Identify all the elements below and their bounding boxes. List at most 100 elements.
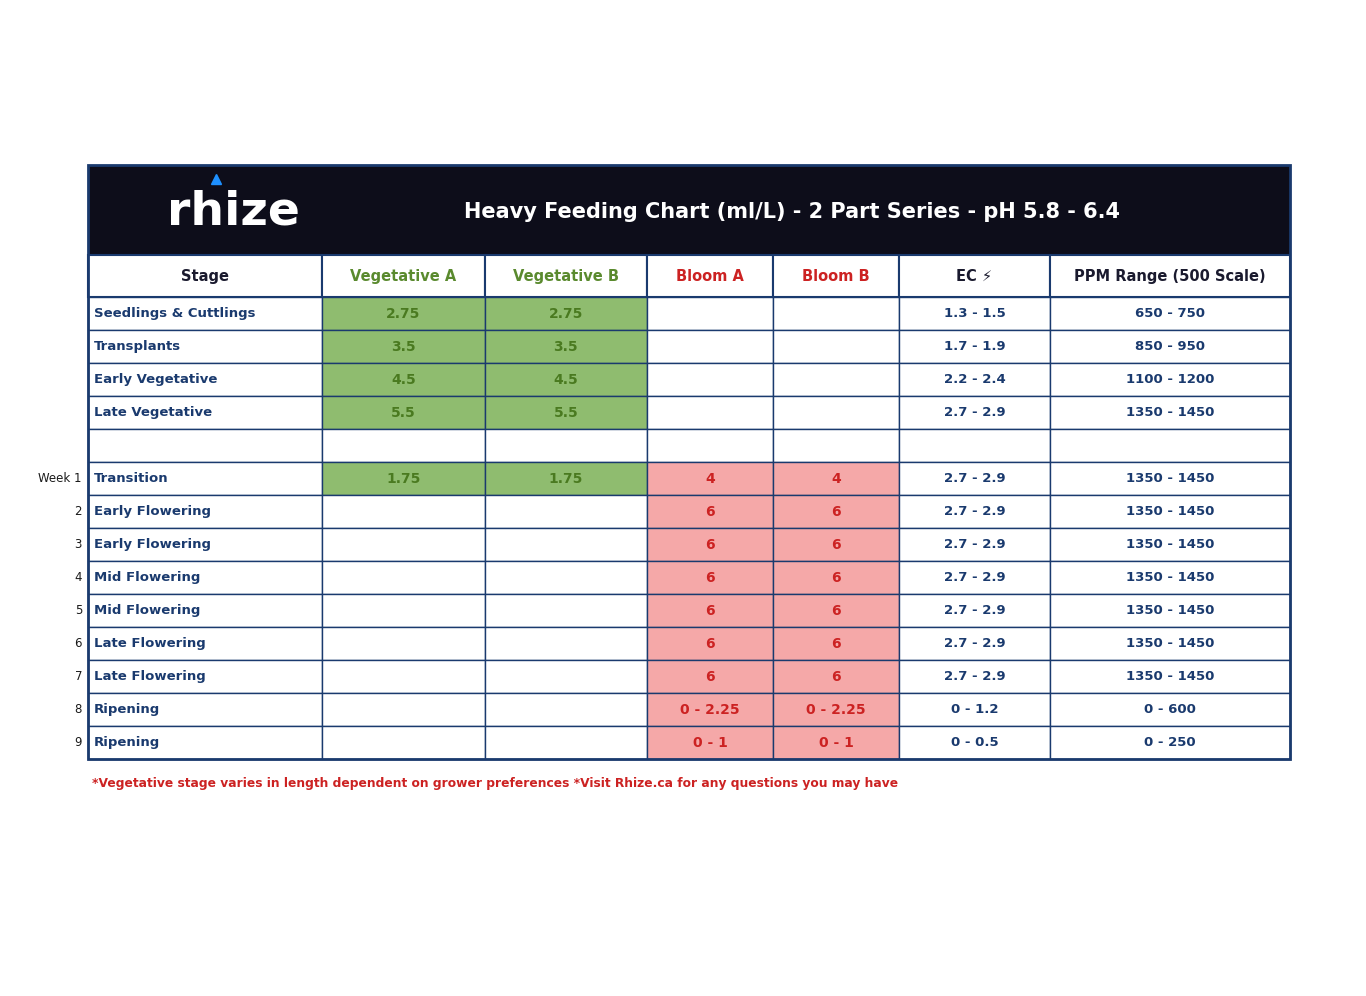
Bar <box>87 693 322 726</box>
Text: 0 - 0.5: 0 - 0.5 <box>951 736 999 749</box>
Bar <box>1049 726 1290 759</box>
Bar <box>899 297 1049 330</box>
Text: 2.7 - 2.9: 2.7 - 2.9 <box>944 670 1005 683</box>
Text: 1350 - 1450: 1350 - 1450 <box>1126 637 1214 650</box>
Bar <box>773 429 899 462</box>
Text: 3.5: 3.5 <box>553 340 578 354</box>
Bar <box>322 429 485 462</box>
Text: 4.5: 4.5 <box>391 373 415 386</box>
Bar <box>485 462 647 495</box>
Text: 2.7 - 2.9: 2.7 - 2.9 <box>944 604 1005 617</box>
Bar <box>1049 594 1290 627</box>
Text: Early Flowering: Early Flowering <box>94 538 210 551</box>
Bar <box>647 255 773 297</box>
Text: Late Flowering: Late Flowering <box>94 637 206 650</box>
Bar <box>899 693 1049 726</box>
Text: 6: 6 <box>832 636 841 650</box>
Bar <box>322 462 485 495</box>
Text: 6: 6 <box>705 636 714 650</box>
Bar <box>485 330 647 363</box>
Bar <box>87 330 322 363</box>
Text: 6: 6 <box>705 604 714 618</box>
Bar <box>773 693 899 726</box>
Bar <box>647 594 773 627</box>
Bar <box>87 255 322 297</box>
Bar <box>87 726 322 759</box>
Bar <box>322 363 485 396</box>
Bar <box>773 495 899 528</box>
Bar <box>87 165 1290 255</box>
Bar <box>485 693 647 726</box>
Bar <box>647 330 773 363</box>
Text: 6: 6 <box>832 604 841 618</box>
Bar <box>647 726 773 759</box>
Bar <box>899 396 1049 429</box>
Bar <box>773 297 899 330</box>
Text: 1.7 - 1.9: 1.7 - 1.9 <box>944 340 1005 353</box>
Text: 1.75: 1.75 <box>549 471 583 485</box>
Bar <box>485 561 647 594</box>
Bar <box>1049 561 1290 594</box>
Text: 2.75: 2.75 <box>387 307 421 321</box>
Bar <box>899 495 1049 528</box>
Bar <box>322 396 485 429</box>
Bar <box>1049 396 1290 429</box>
Bar <box>1049 660 1290 693</box>
Bar <box>485 255 647 297</box>
Bar <box>485 528 647 561</box>
Text: 2.7 - 2.9: 2.7 - 2.9 <box>944 472 1005 485</box>
Bar <box>647 429 773 462</box>
Bar <box>87 660 322 693</box>
Text: 1350 - 1450: 1350 - 1450 <box>1126 604 1214 617</box>
Text: Mid Flowering: Mid Flowering <box>94 604 201 617</box>
Bar <box>647 693 773 726</box>
Text: Seedlings & Cuttlings: Seedlings & Cuttlings <box>94 307 255 320</box>
Bar <box>647 363 773 396</box>
Bar <box>485 396 647 429</box>
Text: Late Vegetative: Late Vegetative <box>94 406 212 419</box>
Text: 850 - 950: 850 - 950 <box>1135 340 1205 353</box>
Bar <box>87 594 322 627</box>
Text: 1350 - 1450: 1350 - 1450 <box>1126 670 1214 683</box>
Text: 6: 6 <box>832 669 841 683</box>
Text: 8: 8 <box>75 703 82 716</box>
Bar <box>773 561 899 594</box>
Bar <box>87 429 322 462</box>
Bar <box>485 363 647 396</box>
Text: 0 - 1.2: 0 - 1.2 <box>951 703 999 716</box>
Text: 5.5: 5.5 <box>553 405 578 419</box>
Bar <box>1049 462 1290 495</box>
Bar <box>773 528 899 561</box>
Bar <box>322 594 485 627</box>
Text: 5: 5 <box>75 604 82 617</box>
Text: Ripening: Ripening <box>94 703 160 716</box>
Text: Ripening: Ripening <box>94 736 160 749</box>
Bar <box>322 297 485 330</box>
Bar <box>87 528 322 561</box>
Text: 1350 - 1450: 1350 - 1450 <box>1126 406 1214 419</box>
Bar <box>87 165 1290 759</box>
Text: 6: 6 <box>705 538 714 552</box>
Text: 3.5: 3.5 <box>391 340 415 354</box>
Text: 2: 2 <box>75 505 82 518</box>
Bar <box>1049 693 1290 726</box>
Text: 2.7 - 2.9: 2.7 - 2.9 <box>944 637 1005 650</box>
Text: 1.75: 1.75 <box>387 471 421 485</box>
Bar <box>899 462 1049 495</box>
Bar <box>647 297 773 330</box>
Bar <box>1049 297 1290 330</box>
Text: 2.75: 2.75 <box>549 307 583 321</box>
Text: rhize: rhize <box>167 189 299 234</box>
Bar <box>485 495 647 528</box>
Text: 6: 6 <box>75 637 82 650</box>
Bar <box>899 660 1049 693</box>
Bar <box>485 594 647 627</box>
Bar <box>647 396 773 429</box>
Text: 0 - 1: 0 - 1 <box>693 735 728 750</box>
Bar <box>773 363 899 396</box>
Text: 0 - 2.25: 0 - 2.25 <box>806 702 866 716</box>
Bar <box>773 396 899 429</box>
Bar <box>1049 627 1290 660</box>
Bar <box>322 255 485 297</box>
Text: 3: 3 <box>75 538 82 551</box>
